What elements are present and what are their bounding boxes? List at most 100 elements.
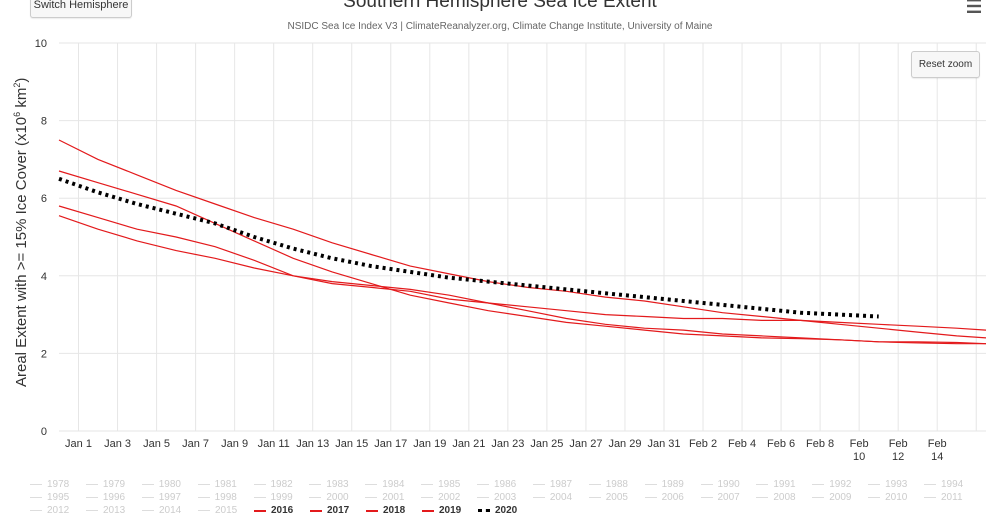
legend-label: 1999	[270, 492, 293, 503]
legend-symbol	[366, 509, 378, 512]
legend-item-2006[interactable]: 2006	[644, 491, 701, 504]
legend-item-2011[interactable]: 2011	[924, 491, 980, 504]
legend-symbol	[253, 497, 266, 498]
x-tick-label: Jan 7	[182, 438, 209, 450]
legend-item-2018[interactable]: 2018	[366, 504, 422, 517]
legend-item-1979[interactable]: 1979	[85, 478, 142, 491]
legend-item-2010[interactable]: 2010	[868, 491, 924, 504]
legend-item-2009[interactable]: 2009	[812, 491, 868, 504]
legend-item-1990[interactable]: 1990	[700, 478, 757, 491]
legend-symbol	[868, 497, 881, 498]
legend-item-2014[interactable]: 2014	[142, 504, 198, 517]
chart-subtitle: NSIDC Sea Ice Index V3 | ClimateReanalyz…	[287, 21, 713, 32]
legend-label: 1993	[885, 479, 908, 490]
series-line-2017	[58, 170, 986, 345]
x-tick-label: Jan 31	[647, 438, 680, 450]
legend-item-2007[interactable]: 2007	[700, 491, 757, 504]
legend-item-1996[interactable]: 1996	[85, 491, 142, 504]
x-tick-label: Jan 5	[143, 438, 170, 450]
legend-symbol	[422, 509, 434, 512]
legend-symbol	[477, 484, 489, 485]
x-tick-label: Feb 14	[928, 438, 947, 463]
legend-symbol	[532, 497, 545, 498]
legend-item-1987[interactable]: 1987	[532, 478, 589, 491]
x-tick-label: Jan 9	[221, 438, 248, 450]
legend-item-2013[interactable]: 2013	[86, 504, 142, 517]
y-tick-label: 0	[41, 426, 47, 438]
legend-label: 1996	[102, 492, 126, 503]
hamburger-menu-icon[interactable]	[964, 0, 984, 16]
legend-item-2019[interactable]: 2019	[422, 504, 478, 517]
legend-item-1994[interactable]: 1994	[924, 478, 980, 491]
legend-item-1978[interactable]: 1978	[30, 478, 86, 491]
legend-symbol	[85, 497, 98, 498]
series-line-2018	[58, 205, 987, 331]
legend-item-2020[interactable]: 2020	[478, 504, 534, 517]
legend-item-2001[interactable]: 2001	[365, 491, 421, 504]
reset-zoom-button[interactable]: Reset zoom	[911, 51, 980, 78]
legend-item-1980[interactable]: 1980	[141, 478, 198, 491]
legend-item-2012[interactable]: 2012	[30, 504, 86, 517]
legend-label: 2015	[215, 505, 238, 516]
x-tick-label: Jan 19	[413, 438, 446, 450]
legend-label: 2001	[382, 492, 405, 503]
legend-item-2008[interactable]: 2008	[756, 491, 812, 504]
x-tick-label: Feb 10	[850, 438, 869, 463]
x-tick-label: Jan 3	[104, 438, 131, 450]
series-line-2019	[58, 215, 987, 345]
legend-label: 2003	[494, 492, 517, 503]
legend-item-2002[interactable]: 2002	[421, 491, 477, 504]
legend-item-2000[interactable]: 2000	[309, 491, 365, 504]
legend-symbol	[924, 484, 936, 485]
legend-item-1991[interactable]: 1991	[756, 478, 812, 491]
x-tick-label: Jan 15	[335, 438, 368, 450]
legend-label: 2005	[605, 492, 628, 503]
legend-item-1997[interactable]: 1997	[141, 491, 198, 504]
legend-label: 2008	[773, 492, 796, 503]
legend-item-1985[interactable]: 1985	[421, 478, 477, 491]
legend-item-1984[interactable]: 1984	[365, 478, 421, 491]
legend-label: 2016	[271, 505, 294, 516]
legend-label: 1994	[941, 479, 964, 490]
x-tick-label: Jan 23	[491, 438, 524, 450]
y-tick-label: 10	[35, 38, 47, 50]
legend-item-1983[interactable]: 1983	[309, 478, 365, 491]
legend-label: 2019	[439, 505, 462, 516]
legend-symbol	[756, 497, 769, 498]
switch-hemisphere-button[interactable]: Switch Hemisphere	[30, 0, 132, 18]
legend-label: 1990	[717, 479, 740, 490]
legend-item-1988[interactable]: 1988	[588, 478, 645, 491]
legend-item-2017[interactable]: 2017	[310, 504, 366, 517]
legend-item-1982[interactable]: 1982	[253, 478, 310, 491]
legend-item-1995[interactable]: 1995	[30, 491, 86, 504]
legend-symbol	[812, 497, 825, 498]
legend-item-2005[interactable]: 2005	[588, 491, 645, 504]
legend-item-1981[interactable]: 1981	[197, 478, 254, 491]
legend-symbol	[85, 484, 98, 485]
legend-label: 1982	[270, 479, 293, 490]
legend-label: 2012	[47, 505, 70, 516]
legend-item-2003[interactable]: 2003	[477, 491, 533, 504]
legend-item-1989[interactable]: 1989	[644, 478, 701, 491]
legend-item-1998[interactable]: 1998	[197, 491, 254, 504]
legend-item-2016[interactable]: 2016	[254, 504, 310, 517]
legend-item-1993[interactable]: 1993	[868, 478, 924, 491]
legend-label: 1983	[326, 479, 349, 490]
legend-item-1999[interactable]: 1999	[253, 491, 310, 504]
legend-label: 2010	[885, 492, 908, 503]
legend-item-1986[interactable]: 1986	[477, 478, 533, 491]
x-tick-label: Jan 27	[569, 438, 602, 450]
legend-label: 2002	[438, 492, 461, 503]
legend-label: 1984	[382, 479, 405, 490]
legend-symbol	[254, 509, 266, 512]
legend-label: 1992	[829, 479, 852, 490]
legend-label: 2011	[941, 492, 963, 503]
legend-item-2015[interactable]: 2015	[198, 504, 254, 517]
legend-symbol	[421, 484, 434, 485]
legend-item-1992[interactable]: 1992	[812, 478, 868, 491]
y-tick-label: 8	[41, 116, 47, 128]
legend-symbol	[310, 509, 322, 512]
legend-symbol	[644, 497, 657, 498]
legend-symbol	[532, 484, 545, 485]
legend-item-2004[interactable]: 2004	[532, 491, 589, 504]
